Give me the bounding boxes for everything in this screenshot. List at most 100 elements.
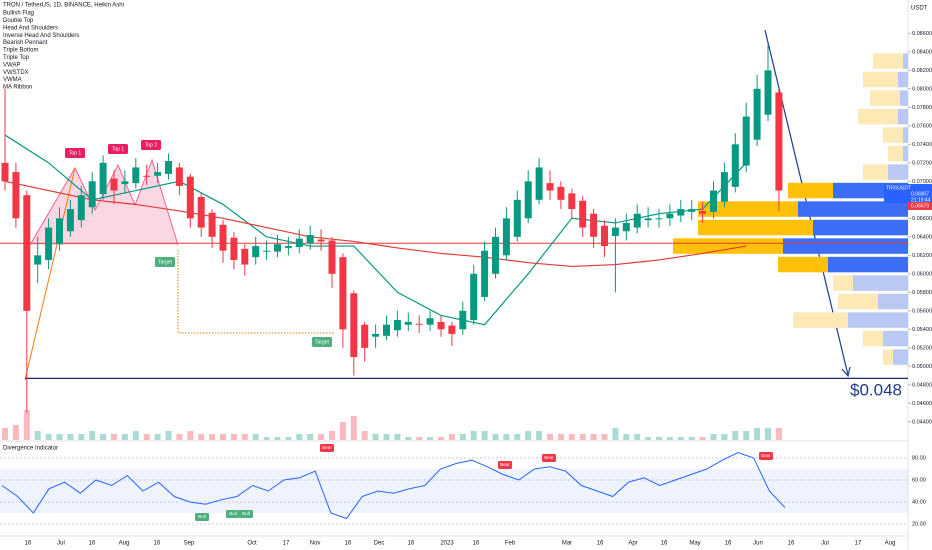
candle-body xyxy=(252,246,260,258)
divergence-label-bg xyxy=(226,510,240,518)
candle-body xyxy=(644,218,652,221)
profile-up xyxy=(698,219,813,236)
volume-bar xyxy=(699,437,706,440)
volume-bar xyxy=(285,437,292,440)
moving-average xyxy=(4,134,747,326)
candle-body xyxy=(524,181,532,219)
candle-body xyxy=(775,92,783,191)
candle-body xyxy=(219,224,227,251)
volume-bar xyxy=(775,428,782,440)
volume-bar xyxy=(89,431,96,440)
candle-body xyxy=(45,227,53,260)
volume-bar xyxy=(111,434,117,440)
volume-bar xyxy=(121,434,128,440)
target-line xyxy=(177,250,335,334)
profile-down xyxy=(898,108,908,125)
candle-body xyxy=(393,320,401,331)
y-tick-label: 0.06200 xyxy=(912,253,932,259)
y-tick-label: 0.08200 xyxy=(912,68,932,74)
volume-bar xyxy=(688,437,695,440)
x-tick-label: 16 xyxy=(661,541,668,547)
x-tick-label: May xyxy=(689,541,700,547)
x-tick-label: Aug xyxy=(885,541,896,547)
volume-bar xyxy=(427,437,434,440)
volume-bar xyxy=(143,434,150,440)
profile-up xyxy=(698,201,798,217)
profile-down xyxy=(883,330,908,347)
candle-body xyxy=(710,190,717,212)
x-tick-label: 16 xyxy=(345,541,352,547)
x-tick-label: Jul xyxy=(821,541,829,547)
volume-bar xyxy=(187,431,194,440)
indicator-name: Head And Shoulders xyxy=(3,25,58,31)
y-tick-label: 40.00 xyxy=(912,499,926,505)
volume-bar xyxy=(252,434,259,440)
volume-bar xyxy=(241,434,248,440)
pattern-label: Top 2 xyxy=(145,142,157,148)
volume-bar xyxy=(296,434,303,440)
candle-body xyxy=(546,183,554,191)
y-tick-label: 0.07600 xyxy=(912,123,932,129)
candle-body xyxy=(448,325,456,334)
x-tick-label: 16 xyxy=(597,541,604,547)
volume-bar xyxy=(438,437,444,440)
divergence-label-bg xyxy=(320,444,334,452)
x-tick-label: 16 xyxy=(408,541,415,547)
volume-bar xyxy=(743,431,750,440)
x-tick-label: 16 xyxy=(25,541,32,547)
profile-down xyxy=(813,219,908,236)
volume-bar xyxy=(263,437,270,440)
pattern-label-bg xyxy=(155,257,175,267)
x-tick-label: Jul xyxy=(57,541,65,547)
candle-body xyxy=(121,181,129,185)
indicator-name: Inverse Head And Shoulders xyxy=(3,33,79,39)
volume-bar xyxy=(470,431,477,440)
candle-body xyxy=(361,324,369,348)
candle-body xyxy=(568,193,576,210)
volume-bar xyxy=(514,434,521,440)
y-tick-label: 0.05400 xyxy=(912,327,932,333)
price-tag-bg xyxy=(908,184,932,203)
y-tick-label: 60.00 xyxy=(912,477,926,483)
volume-bar xyxy=(448,434,455,440)
profile-down xyxy=(783,238,908,254)
divergence-label-bg xyxy=(239,510,253,518)
profile-down xyxy=(903,127,908,143)
indicator-name: VWSTDX xyxy=(3,70,29,76)
arrow-head xyxy=(841,366,851,378)
y-tick-label: 0.06000 xyxy=(912,271,932,277)
candle-body xyxy=(77,195,85,221)
candle-body xyxy=(34,255,42,265)
volume-bar xyxy=(176,434,183,440)
volume-bar xyxy=(307,434,314,440)
y-tick-label: 0.06600 xyxy=(912,216,932,222)
x-tick-label: 16 xyxy=(473,541,480,547)
volume-bar xyxy=(23,410,30,440)
candle-body xyxy=(481,250,489,297)
candle-body xyxy=(12,172,20,219)
candle-body xyxy=(317,239,325,242)
x-tick-label: Apr xyxy=(628,541,637,547)
candle-body xyxy=(230,237,238,260)
profile-down xyxy=(903,53,908,69)
candle-body xyxy=(622,222,630,232)
pattern-label-bg xyxy=(141,140,161,150)
volume-bar xyxy=(732,431,739,440)
volume-bar xyxy=(220,434,226,440)
candle-body xyxy=(590,213,598,237)
divergence-label: Bear xyxy=(322,445,332,450)
candle-body xyxy=(688,209,696,212)
profile-up xyxy=(863,71,898,88)
pattern-label: Target xyxy=(315,339,330,345)
volume-bar xyxy=(350,416,357,440)
volume-bar xyxy=(754,428,761,440)
candle-body xyxy=(611,227,619,236)
candle-body xyxy=(295,238,303,247)
y-tick-label: 0.07000 xyxy=(912,179,932,185)
oscillator-line xyxy=(1,451,786,520)
price-tag: 0.06679 xyxy=(911,203,929,209)
x-tick-label: 16 xyxy=(788,541,795,547)
y-tick-label: 0.07200 xyxy=(912,160,932,166)
flag-line xyxy=(24,167,76,381)
candle-body xyxy=(175,167,183,186)
